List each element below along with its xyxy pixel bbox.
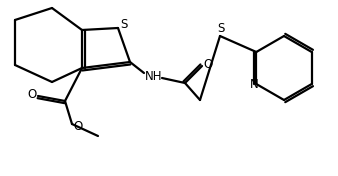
Text: S: S [217,23,225,36]
Text: O: O [203,58,213,71]
Text: N: N [250,77,259,90]
Text: O: O [73,120,82,133]
Text: NH: NH [145,70,163,83]
Text: O: O [27,89,37,102]
Text: S: S [120,17,128,30]
